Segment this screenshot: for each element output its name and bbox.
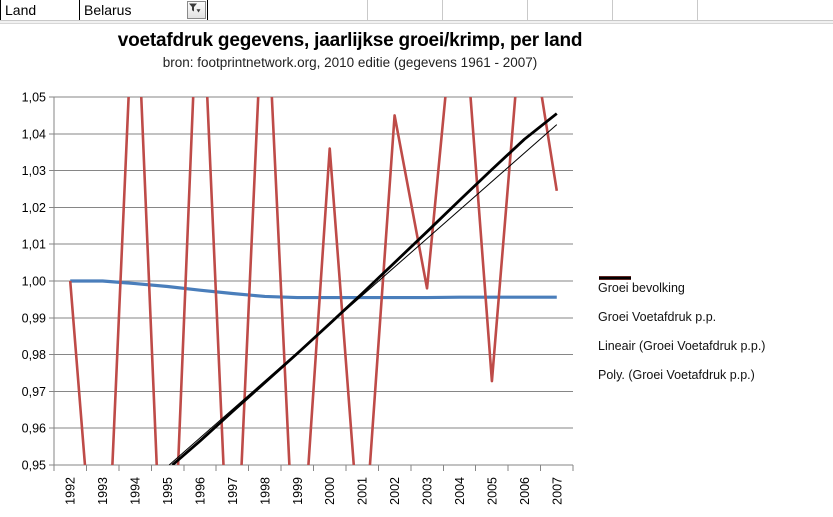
x-axis-tick-label: 1998 <box>258 477 272 505</box>
x-axis-tick-label: 2001 <box>356 477 370 505</box>
x-axis-tick-label: 2005 <box>485 477 499 505</box>
y-axis-tick-label: 1,05 <box>22 91 46 105</box>
y-axis-tick-label: 1,03 <box>22 164 46 178</box>
chart-subtitle: bron: footprintnetwork.org, 2010 editie … <box>162 55 538 70</box>
chart-legend: Groei bevolking Groei Voetafdruk p.p. Li… <box>598 273 833 389</box>
cell-belarus[interactable]: Belarus <box>80 0 208 20</box>
x-axis-tick-label: 2007 <box>550 477 564 505</box>
trendline <box>171 112 558 465</box>
y-axis-tick-label: 1,04 <box>22 127 46 141</box>
series-line <box>68 97 559 465</box>
legend-item-poly[interactable]: Poly. (Groei Voetafdruk p.p.) <box>598 276 833 389</box>
x-axis-tick-label: 2003 <box>421 477 435 505</box>
x-axis-tick-label: 1996 <box>193 477 207 505</box>
series-line <box>70 279 557 300</box>
y-axis-tick-label: 1,00 <box>22 275 46 289</box>
legend-label-groei-bevolking: Groei bevolking <box>598 280 685 295</box>
cell-land-label: Land <box>5 2 37 18</box>
legend-swatch-poly <box>599 276 631 280</box>
x-axis-tick-label: 2000 <box>323 477 337 505</box>
x-axis-tick-label: 1995 <box>161 477 175 505</box>
x-axis-tick-label: 1993 <box>96 477 110 505</box>
legend-label-poly: Poly. (Groei Voetafdruk p.p.) <box>598 367 755 382</box>
x-axis-tick-label: 2006 <box>518 477 532 505</box>
x-axis-tick-label: 1992 <box>64 477 78 505</box>
cell-blank-4[interactable] <box>528 0 613 20</box>
y-axis-tick-label: 0,96 <box>22 422 46 436</box>
y-axis-tick-label: 1,02 <box>22 201 46 215</box>
sheet-divider <box>0 21 833 24</box>
y-axis-tick-label: 0,99 <box>22 311 46 325</box>
x-axis-tick-label: 2002 <box>388 477 402 505</box>
legend-label-groei-voetafdruk: Groei Voetafdruk p.p. <box>598 309 717 324</box>
chart-title: voetafdruk gegevens, jaarlijkse groei/kr… <box>117 30 583 51</box>
x-axis-tick-label: 1999 <box>291 477 305 505</box>
cell-blank-3[interactable] <box>443 0 528 20</box>
y-axis-tick-label: 0,97 <box>22 385 46 399</box>
filter-dropdown-icon[interactable] <box>187 1 206 19</box>
cell-blank-1[interactable] <box>208 0 368 20</box>
x-axis-tick-label: 1994 <box>129 477 143 505</box>
x-axis-tick-label: 2004 <box>453 477 467 505</box>
cell-blank-5[interactable] <box>613 0 698 20</box>
cell-blank-6[interactable] <box>698 0 833 20</box>
legend-item-lineair[interactable]: Lineair (Groei Voetafdruk p.p.) <box>598 277 833 360</box>
chart-container: voetafdruk gegevens, jaarlijkse groei/kr… <box>0 25 833 517</box>
legend-item-groei-voetafdruk[interactable]: Groei Voetafdruk p.p. <box>598 276 833 331</box>
y-axis-tick-label: 0,98 <box>22 348 46 362</box>
chart-plot: 1,05 1,04 1,03 1,02 1,01 1,00 0,99 0,98 0,97 0,96… <box>22 91 574 505</box>
legend-label-lineair: Lineair (Groei Voetafdruk p.p.) <box>598 338 766 353</box>
cell-belarus-label: Belarus <box>84 2 132 18</box>
y-axis-tick-label: 0,95 <box>22 459 46 473</box>
legend-item-groei-bevolking[interactable]: Groei bevolking <box>598 273 833 302</box>
x-axis-tick-label: 1997 <box>226 477 240 505</box>
cell-land[interactable]: Land <box>0 0 80 20</box>
spreadsheet-header-row: Land Belarus <box>0 0 833 21</box>
y-axis-tick-label: 1,01 <box>22 238 46 252</box>
filter-glyph <box>189 3 201 13</box>
cell-blank-2[interactable] <box>368 0 443 20</box>
trendline <box>168 124 558 465</box>
